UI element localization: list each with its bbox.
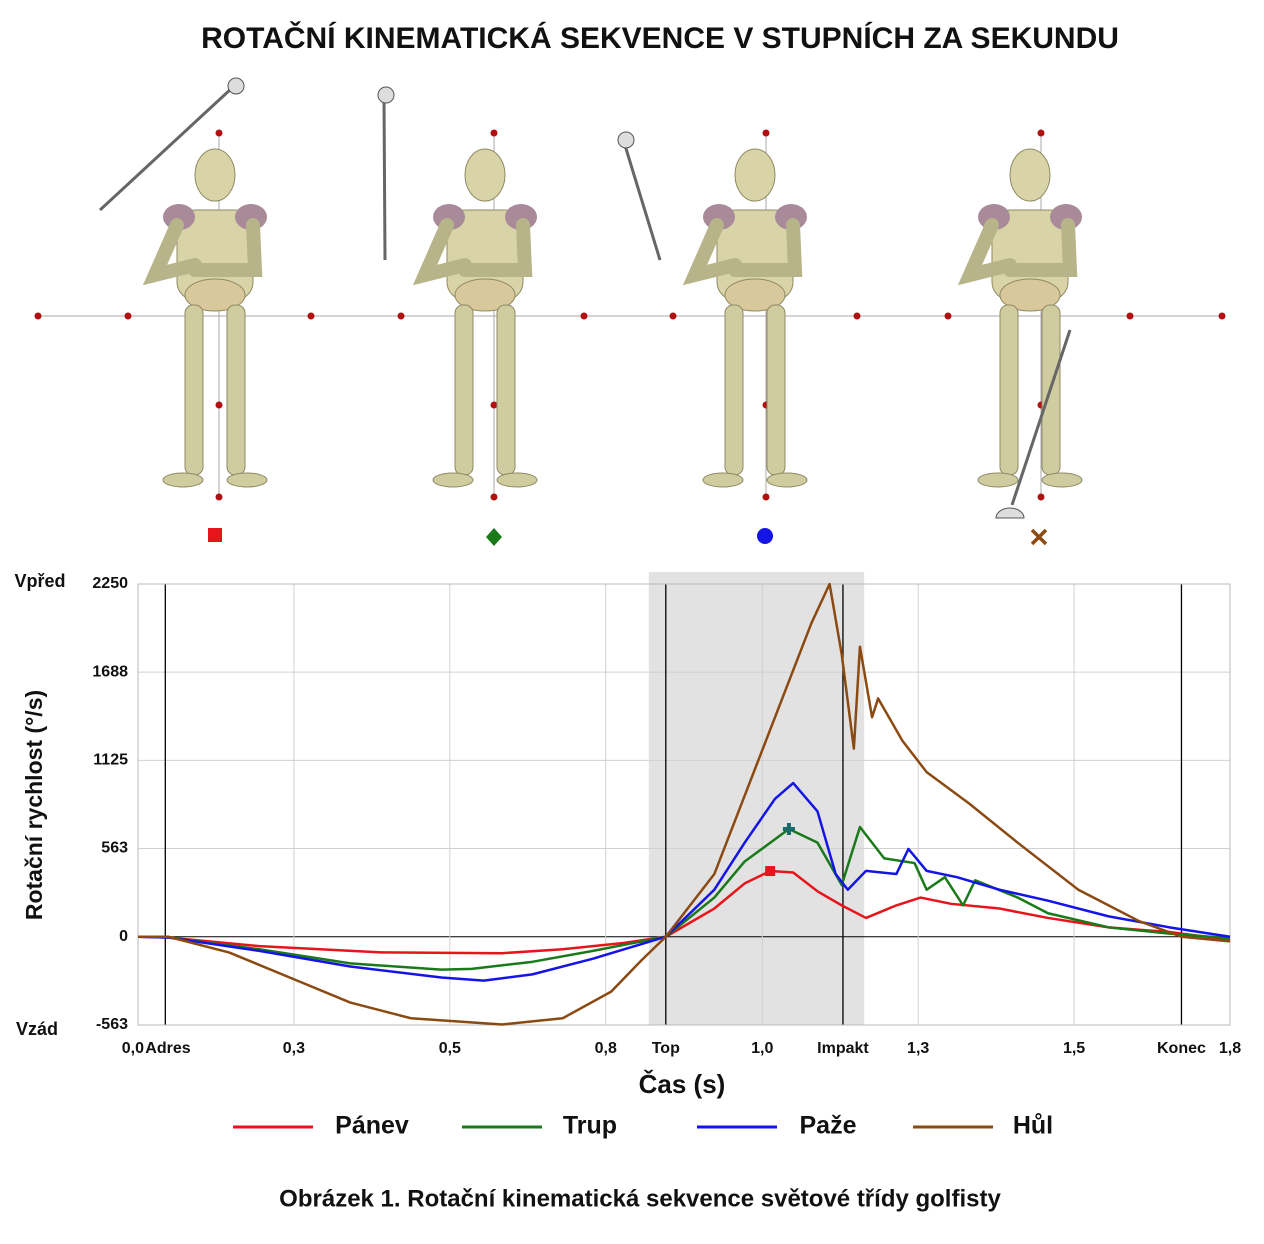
y-tick-label: 0 bbox=[119, 928, 128, 945]
y-axis-label: Rotační rychlost (°/s) bbox=[21, 690, 47, 920]
y-top-label: Vpřed bbox=[14, 571, 65, 591]
x-tick-label: 0,5 bbox=[439, 1040, 461, 1057]
event-label: Adres bbox=[145, 1040, 190, 1057]
golfer bbox=[695, 149, 807, 487]
x-tick-label: 1,8 bbox=[1219, 1040, 1241, 1057]
chart-title: ROTAČNÍ KINEMATICKÁ SEKVENCE V STUPNÍCH … bbox=[201, 21, 1119, 55]
x-tick-label: 0,0 bbox=[122, 1040, 144, 1057]
figure-axes bbox=[218, 133, 1042, 497]
figure-dots bbox=[34, 129, 1226, 501]
pelvis-symbol bbox=[208, 528, 222, 542]
shaded-region bbox=[648, 572, 865, 1025]
golfer bbox=[155, 149, 267, 487]
series-line bbox=[138, 582, 1231, 1026]
x-tick-label: 1,5 bbox=[1063, 1040, 1085, 1057]
club-heads bbox=[227, 77, 1025, 519]
x-tick-label: 0,8 bbox=[595, 1040, 617, 1057]
y-tick-label: 1688 bbox=[92, 663, 128, 680]
y-bottom-label: Vzád bbox=[16, 1019, 58, 1039]
legend-label: Pánev bbox=[335, 1112, 409, 1140]
x-tick-label: 1,0 bbox=[751, 1040, 773, 1057]
x-tick-label: 0,3 bbox=[283, 1040, 305, 1057]
club-symbol bbox=[1030, 528, 1048, 546]
series-line bbox=[137, 781, 1231, 982]
legend-label: Hůl bbox=[1013, 1112, 1053, 1140]
event-label: Impakt bbox=[817, 1040, 869, 1057]
plot-frame bbox=[137, 583, 1231, 1026]
series-line bbox=[137, 825, 1231, 971]
y-tick-label: 2250 bbox=[92, 575, 128, 592]
caption: Obrázek 1. Rotační kinematická sekvence … bbox=[279, 1185, 1001, 1212]
legend-label: Trup bbox=[563, 1112, 617, 1140]
event-label: Top bbox=[652, 1040, 680, 1057]
golf-clubs bbox=[98, 86, 1072, 506]
x-axis-label: Čas (s) bbox=[639, 1069, 726, 1099]
golfer bbox=[970, 149, 1082, 487]
y-tick-label: -563 bbox=[96, 1016, 128, 1033]
series-line bbox=[137, 869, 1231, 955]
x-tick-label: 1,3 bbox=[907, 1040, 929, 1057]
y-tick-label: 1125 bbox=[93, 752, 128, 769]
illustration bbox=[34, 77, 1226, 546]
golfer bbox=[425, 149, 537, 487]
y-tick-label: 563 bbox=[101, 840, 128, 857]
event-label: Konec bbox=[1157, 1040, 1206, 1057]
torso-symbol bbox=[486, 528, 502, 546]
peak-marker bbox=[782, 823, 795, 836]
legend-label: Paže bbox=[800, 1112, 857, 1140]
arms-symbol bbox=[757, 528, 773, 544]
peak-marker bbox=[765, 866, 776, 877]
